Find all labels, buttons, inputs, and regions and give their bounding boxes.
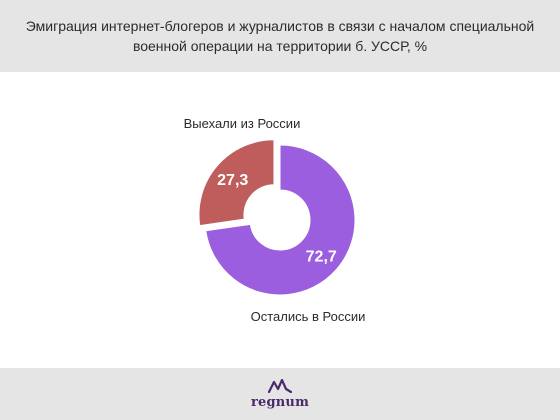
footer: regnum: [0, 368, 560, 420]
chart-title: Эмиграция интернет-блогеров и журналисто…: [25, 18, 535, 54]
category-label: Остались в России: [251, 309, 366, 324]
donut-chart: 72,7 27,3 Выехали из России Остались в Росс…: [184, 116, 366, 324]
brand-name: regnum: [250, 394, 310, 410]
category-label: Выехали из России: [184, 116, 301, 131]
regnum-logo-icon: [268, 378, 292, 393]
chart-header: Эмиграция интернет-блогеров и журналисто…: [0, 0, 560, 72]
slice-value-label: 72,7: [306, 249, 337, 266]
chart-area: 72,7 27,3 Выехали из России Остались в Росс…: [0, 72, 560, 368]
slice-value-label: 27,3: [217, 172, 248, 189]
pie-slice: [198, 139, 275, 227]
pie-slice: [205, 144, 356, 296]
